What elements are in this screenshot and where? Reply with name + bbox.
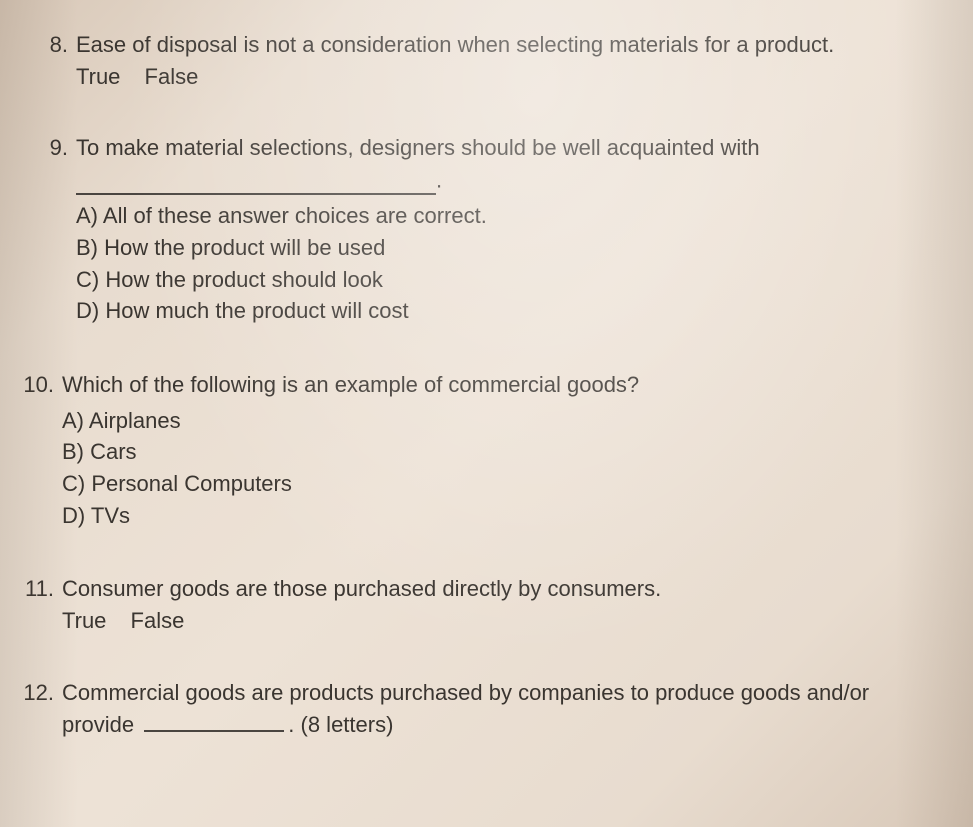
option-true[interactable]: True <box>62 608 106 633</box>
option-false[interactable]: False <box>145 64 199 89</box>
option-d[interactable]: D) TVs <box>62 501 933 531</box>
question-text: Consumer goods are those purchased direc… <box>62 574 933 604</box>
question-9: 9. To make material selections, designer… <box>20 133 933 328</box>
true-false-options: True False <box>76 62 933 92</box>
option-b[interactable]: B) Cars <box>62 437 933 467</box>
fill-blank-line[interactable] <box>76 169 436 195</box>
true-false-options: True False <box>62 606 933 636</box>
question-number: 12. <box>14 678 62 708</box>
options-list: A) Airplanes B) Cars C) Personal Compute… <box>62 406 933 531</box>
question-text-after: . (8 letters) <box>288 712 393 737</box>
question-text: To make material selections, designers s… <box>76 133 933 163</box>
question-8: 8. Ease of disposal is not a considerati… <box>20 30 933 91</box>
option-a[interactable]: A) Airplanes <box>62 406 933 436</box>
blank-trailing: . <box>436 168 442 193</box>
fill-blank-line[interactable] <box>144 708 284 732</box>
option-true[interactable]: True <box>76 64 120 89</box>
question-number: 10. <box>14 370 62 400</box>
option-false[interactable]: False <box>131 608 185 633</box>
question-text: Commercial goods are products purchased … <box>62 678 933 739</box>
option-a[interactable]: A) All of these answer choices are corre… <box>76 201 933 231</box>
option-b[interactable]: B) How the product will be used <box>76 233 933 263</box>
question-12: 12. Commercial goods are products purcha… <box>14 678 933 739</box>
question-number: 8. <box>20 30 76 60</box>
question-text: Ease of disposal is not a consideration … <box>76 30 933 60</box>
option-d[interactable]: D) How much the product will cost <box>76 296 933 326</box>
worksheet-page: 8. Ease of disposal is not a considerati… <box>0 0 973 821</box>
options-list: A) All of these answer choices are corre… <box>76 201 933 326</box>
question-number: 11. <box>14 574 62 604</box>
blank-line-row: . <box>76 163 933 195</box>
question-11: 11. Consumer goods are those purchased d… <box>14 574 933 635</box>
question-number: 9. <box>20 133 76 163</box>
question-text: Which of the following is an example of … <box>62 370 933 400</box>
option-c[interactable]: C) How the product should look <box>76 265 933 295</box>
option-c[interactable]: C) Personal Computers <box>62 469 933 499</box>
question-10: 10. Which of the following is an example… <box>14 370 933 532</box>
